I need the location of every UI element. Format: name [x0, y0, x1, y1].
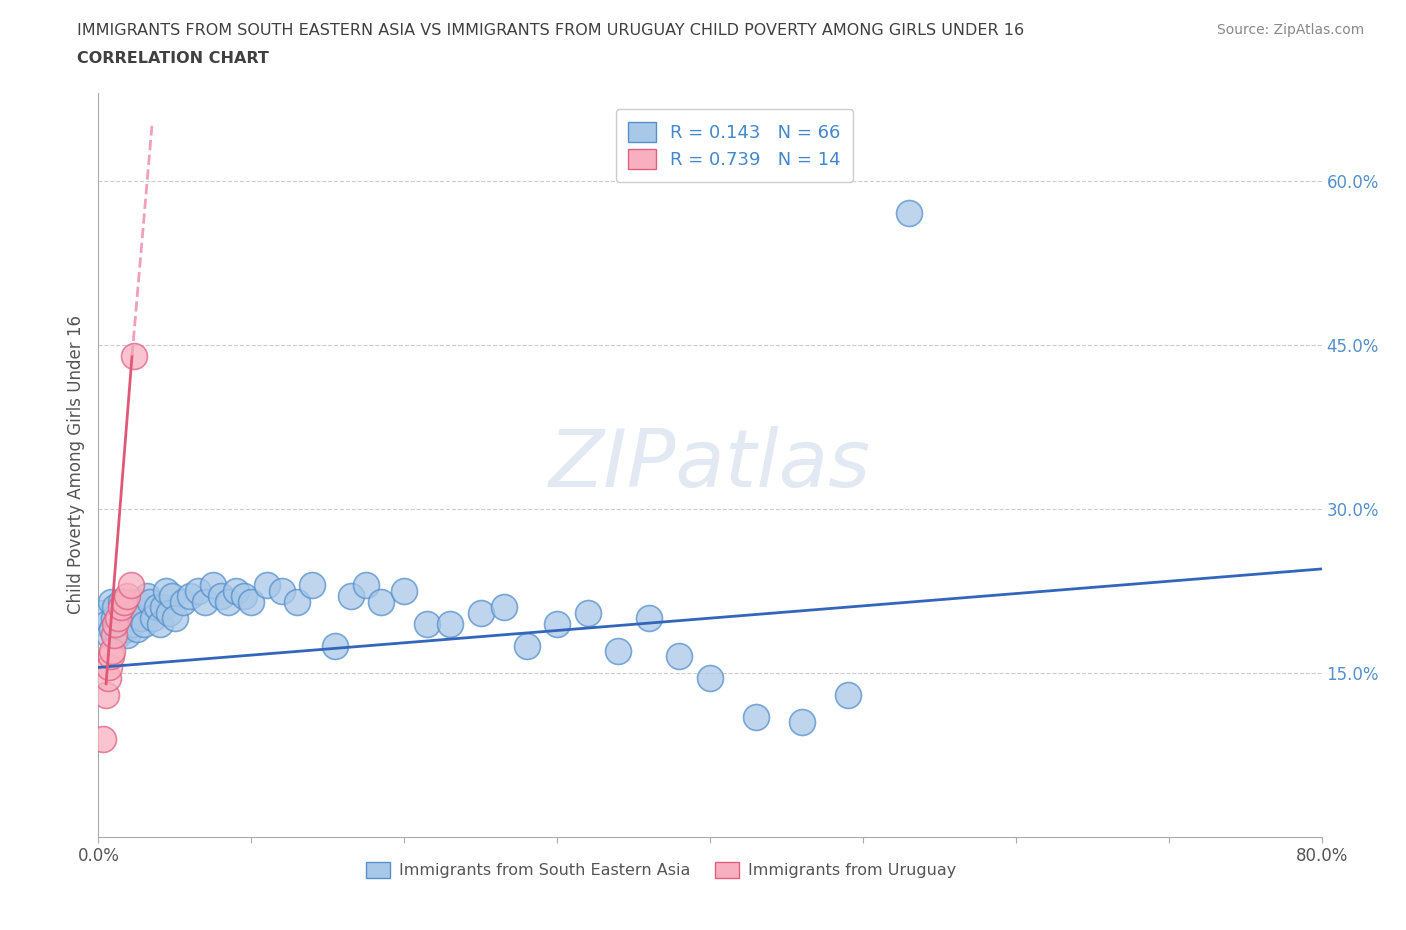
Point — [699, 671, 721, 685]
Point — [110, 600, 132, 615]
Point — [120, 594, 142, 609]
Text: Source: ZipAtlas.com: Source: ZipAtlas.com — [1216, 23, 1364, 37]
Point — [103, 627, 125, 642]
Point — [107, 611, 129, 626]
Point — [607, 644, 630, 658]
Text: CORRELATION CHART: CORRELATION CHART — [77, 51, 269, 66]
Point — [152, 600, 174, 615]
Point — [125, 621, 148, 636]
Y-axis label: Child Poverty Among Girls Under 16: Child Poverty Among Girls Under 16 — [66, 315, 84, 615]
Point — [232, 589, 254, 604]
Point — [209, 589, 232, 604]
Point — [104, 600, 127, 615]
Point — [136, 589, 159, 604]
Point — [107, 627, 129, 642]
Point — [122, 605, 145, 620]
Point — [202, 578, 225, 592]
Point — [145, 600, 167, 615]
Point — [101, 621, 124, 636]
Point — [790, 714, 813, 729]
Point — [416, 617, 439, 631]
Point — [139, 594, 162, 609]
Point — [142, 611, 165, 626]
Point — [516, 638, 538, 653]
Point — [194, 594, 217, 609]
Point — [439, 617, 461, 631]
Point — [225, 583, 247, 598]
Point — [98, 627, 121, 642]
Point — [94, 687, 117, 702]
Point — [157, 605, 180, 620]
Point — [270, 583, 292, 598]
Point — [117, 627, 139, 642]
Point — [118, 611, 141, 626]
Point — [112, 605, 135, 620]
Point — [91, 605, 114, 620]
Point — [745, 710, 768, 724]
Point — [122, 348, 145, 363]
Point — [94, 617, 117, 631]
Point — [91, 731, 114, 746]
Point — [492, 600, 515, 615]
Point — [256, 578, 278, 592]
Point — [104, 617, 127, 631]
Point — [325, 638, 347, 653]
Point — [111, 617, 134, 631]
Point — [149, 617, 172, 631]
Point — [392, 583, 416, 598]
Point — [217, 594, 239, 609]
Point — [897, 206, 920, 220]
Point — [339, 589, 361, 604]
Point — [105, 617, 128, 631]
Point — [576, 605, 599, 620]
Point — [187, 583, 209, 598]
Point — [837, 687, 859, 702]
Point — [179, 589, 201, 604]
Point — [127, 594, 149, 609]
Point — [121, 617, 143, 631]
Point — [172, 594, 194, 609]
Point — [117, 589, 139, 604]
Point — [120, 578, 142, 592]
Point — [100, 594, 122, 609]
Point — [112, 594, 135, 609]
Point — [370, 594, 392, 609]
Point — [470, 605, 492, 620]
Text: IMMIGRANTS FROM SOUTH EASTERN ASIA VS IMMIGRANTS FROM URUGUAY CHILD POVERTY AMON: IMMIGRANTS FROM SOUTH EASTERN ASIA VS IM… — [77, 23, 1025, 38]
Point — [240, 594, 263, 609]
Point — [354, 578, 377, 592]
Point — [100, 649, 122, 664]
Point — [301, 578, 323, 592]
Legend: Immigrants from South Eastern Asia, Immigrants from Uruguay: Immigrants from South Eastern Asia, Immi… — [360, 856, 963, 884]
Point — [110, 594, 132, 609]
Point — [103, 611, 125, 626]
Text: ZIPatlas: ZIPatlas — [548, 426, 872, 504]
Point — [155, 583, 177, 598]
Point — [97, 671, 120, 685]
Point — [637, 611, 661, 626]
Point — [285, 594, 308, 609]
Point — [668, 649, 690, 664]
Point — [98, 660, 121, 675]
Point — [163, 611, 186, 626]
Point — [115, 621, 138, 636]
Point — [129, 611, 152, 626]
Point — [160, 589, 183, 604]
Point — [546, 617, 568, 631]
Point — [101, 644, 124, 658]
Point — [134, 617, 156, 631]
